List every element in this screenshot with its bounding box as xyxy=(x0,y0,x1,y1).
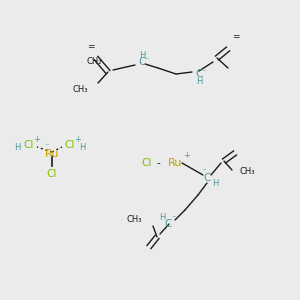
Text: H: H xyxy=(139,50,145,59)
Text: Cl: Cl xyxy=(24,140,34,150)
Text: H: H xyxy=(79,142,85,152)
Text: H: H xyxy=(159,214,165,223)
Text: =: = xyxy=(87,43,95,52)
Text: C: C xyxy=(203,173,211,183)
Text: CH₃: CH₃ xyxy=(73,85,88,94)
Text: =: = xyxy=(232,32,240,41)
Text: ⁻: ⁻ xyxy=(45,142,50,152)
Text: CH₃: CH₃ xyxy=(127,215,142,224)
Text: CH₃: CH₃ xyxy=(239,167,254,176)
Text: C: C xyxy=(164,219,172,229)
Text: +: + xyxy=(184,152,190,160)
Text: ⁻: ⁻ xyxy=(145,56,149,65)
Text: H: H xyxy=(212,178,218,188)
Text: C: C xyxy=(138,57,146,67)
Text: Cl: Cl xyxy=(65,140,75,150)
Text: CH₂: CH₂ xyxy=(86,58,102,67)
Text: Ru: Ru xyxy=(168,158,182,168)
Text: +: + xyxy=(75,134,81,143)
Text: C: C xyxy=(195,69,203,79)
Text: H: H xyxy=(196,76,202,85)
Text: ⁻: ⁻ xyxy=(202,68,206,77)
Text: H: H xyxy=(14,142,20,152)
Text: ⁻: ⁻ xyxy=(172,214,176,224)
Text: -: - xyxy=(156,158,160,168)
Text: Ru: Ru xyxy=(45,149,59,159)
Text: +: + xyxy=(34,134,40,143)
Text: Cl: Cl xyxy=(47,169,57,179)
Text: Cl: Cl xyxy=(142,158,152,168)
Text: ⁻: ⁻ xyxy=(202,167,206,176)
